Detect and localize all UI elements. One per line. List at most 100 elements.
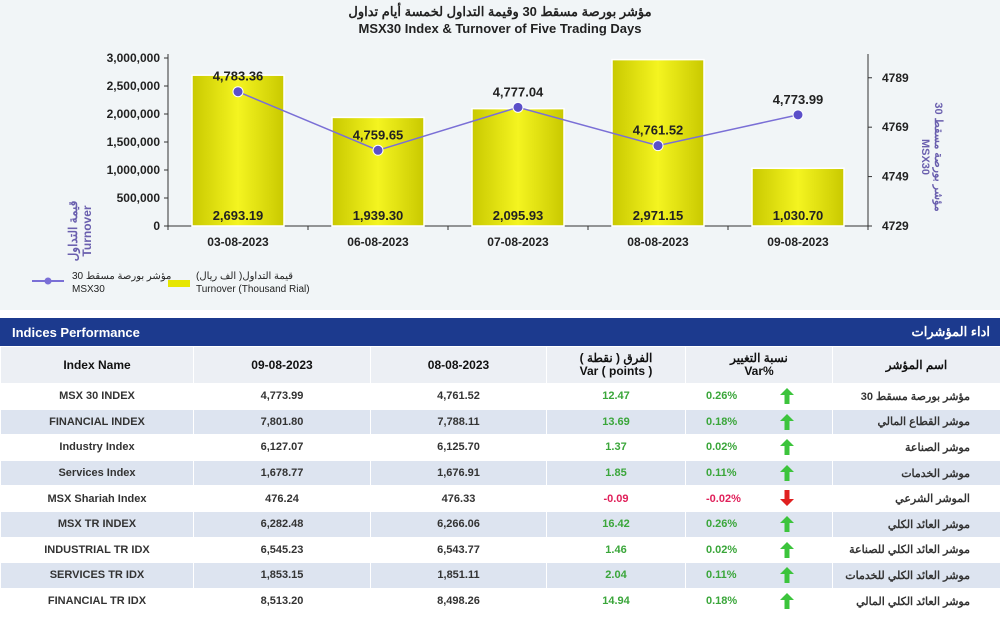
var-percent-cell: 0.02% <box>685 536 833 564</box>
var-percent-cell: -0.02% <box>685 485 833 512</box>
value-date-1: 6,545.23 <box>193 536 371 564</box>
msx30-point-label: 4,783.36 <box>213 69 264 84</box>
right-axis-label-english: MSX30 <box>919 138 931 176</box>
var-percent-cell: 0.11% <box>685 459 833 487</box>
index-name-arabic: موشر العائد الكلي للصناعة <box>832 536 1000 564</box>
x-tick-label: 07-08-2023 <box>487 235 549 249</box>
x-tick-label: 06-08-2023 <box>347 235 409 249</box>
index-name: MSX TR INDEX <box>0 510 194 538</box>
chart-title: MSX30 Index & Turnover of Five Trading D… <box>358 21 642 36</box>
indices-performance-title-arabic: اداء المؤشرات <box>911 324 990 339</box>
chart-title-arabic: مؤشر بورصة مسقط 30 وقيمة التداول لخمسة أ… <box>348 4 652 19</box>
var-percent: 0.11% <box>706 467 737 480</box>
col-var-points-arabic: الفرق ( نقطة ) <box>579 351 653 365</box>
index-name: MSX 30 INDEX <box>0 383 194 410</box>
var-points: 16.42 <box>546 510 686 538</box>
var-points: -0.09 <box>546 485 686 512</box>
var-percent: -0.02% <box>706 492 741 505</box>
var-points: 1.46 <box>546 536 686 564</box>
left-tick-label: 1,500,000 <box>107 135 161 149</box>
left-tick-label: 0 <box>153 219 160 233</box>
var-points: 2.04 <box>546 562 686 589</box>
index-name-arabic: الموشر الشرعي <box>832 485 1000 512</box>
index-name: MSX Shariah Index <box>0 485 194 512</box>
var-points: 13.69 <box>546 408 686 436</box>
var-points: 12.47 <box>546 383 686 410</box>
table-header-row: Index Name 09-08-2023 08-08-2023 الفرق (… <box>0 346 1000 384</box>
msx30-point <box>372 144 384 156</box>
value-date-1: 1,678.77 <box>193 459 371 487</box>
value-date-2: 4,761.52 <box>370 383 547 410</box>
up-arrow-icon <box>780 439 794 456</box>
up-arrow-icon <box>780 388 794 404</box>
index-name: Industry Index <box>0 434 194 461</box>
var-percent: 0.18% <box>706 415 738 428</box>
left-tick-label: 3,000,000 <box>107 51 161 65</box>
value-date-1: 8,513.20 <box>193 587 371 615</box>
turnover-bar-label: 2,095.93 <box>493 208 544 223</box>
value-date-2: 476.33 <box>370 485 547 512</box>
right-tick-label: 4789 <box>882 71 909 85</box>
var-points: 1.85 <box>546 459 686 487</box>
turnover-bar <box>331 116 425 227</box>
var-percent-cell: 0.02% <box>685 434 833 461</box>
legend-bar-icon <box>168 280 190 287</box>
down-arrow-icon <box>780 490 794 507</box>
var-percent-cell: 0.26% <box>685 383 833 410</box>
value-date-1: 7,801.80 <box>193 408 371 436</box>
table-row: MSX Shariah Index 476.24 476.33 -0.09 -0.02%… <box>0 485 1000 512</box>
col-var-percent-arabic: نسبة التغيير <box>730 351 788 365</box>
var-percent: 0.26% <box>706 390 738 403</box>
turnover-bar-label: 2,971.15 <box>633 208 684 223</box>
var-points: 1.37 <box>546 434 686 461</box>
value-date-2: 7,788.11 <box>370 408 547 436</box>
index-name: FINANCIAL INDEX <box>0 408 194 436</box>
col-var-points: الفرق ( نقطة ) Var ( points ) <box>546 346 686 384</box>
table-row: Industry Index 6,127.07 6,125.70 1.37 0.02% م… <box>0 434 1000 461</box>
legend-line-label: MSX30 <box>72 284 105 295</box>
up-arrow-icon <box>780 413 794 430</box>
msx30-point <box>792 109 804 121</box>
legend-msx30: مؤشر بورصة مسقط 30 MSX30 <box>30 270 171 296</box>
index-name: INDUSTRIAL TR IDX <box>0 536 194 564</box>
var-percent-cell: 0.18% <box>685 408 833 436</box>
table-row: INDUSTRIAL TR IDX 6,545.23 6,543.77 1.46 0.0… <box>0 536 1000 564</box>
turnover-bar-label: 1,939.30 <box>353 208 404 223</box>
col-var-percent: نسبة التغيير Var% <box>685 346 833 384</box>
index-name-arabic: موشر العائد الكلي للخدمات <box>832 562 1000 589</box>
msx30-point <box>652 140 664 152</box>
table-row: MSX 30 INDEX 4,773.99 4,761.52 12.47 0.26% مؤ… <box>0 383 1000 410</box>
right-axis-label-arabic: مؤشر بورصة مسقط 30 <box>932 102 944 212</box>
right-tick-label: 4769 <box>882 120 909 134</box>
turnover-bar-label: 2,693.19 <box>213 208 264 223</box>
var-percent-cell: 0.26% <box>685 510 833 538</box>
index-name-arabic: موشر العائد الكلي المالي <box>832 587 1000 615</box>
msx30-point-label: 4,773.99 <box>773 92 824 107</box>
value-date-2: 6,125.70 <box>370 434 547 461</box>
value-date-1: 1,853.15 <box>193 562 371 589</box>
value-date-1: 6,127.07 <box>193 434 371 461</box>
table-row: FINANCIAL TR IDX 8,513.20 8,498.26 14.94 0.1… <box>0 587 1000 615</box>
legend-bar-arabic: قيمة التداول( الف ريال) <box>196 271 294 282</box>
turnover-index-chart: 0 500,000 1,000,000 1,500,000 2,000,000 2,500… <box>107 51 909 249</box>
left-tick-label: 2,500,000 <box>107 79 161 93</box>
up-arrow-icon <box>780 592 794 609</box>
turnover-bar <box>471 107 565 227</box>
col-date-1: 09-08-2023 <box>193 346 371 384</box>
chart-area: مؤشر بورصة مسقط 30 وقيمة التداول لخمسة أ… <box>0 0 1000 310</box>
var-percent: 0.02% <box>706 543 738 556</box>
up-arrow-icon <box>780 464 794 481</box>
value-date-2: 8,498.26 <box>370 587 547 615</box>
right-tick-label: 4749 <box>882 170 909 184</box>
value-date-2: 1,851.11 <box>370 562 547 589</box>
msx30-point-label: 4,777.04 <box>493 84 544 99</box>
var-points: 14.94 <box>546 587 686 615</box>
indices-performance-header: Indices Performance اداء المؤشرات <box>0 318 1000 346</box>
table-row: MSX TR INDEX 6,282.48 6,266.06 16.42 0.26% مو… <box>0 510 1000 538</box>
x-tick-label: 08-08-2023 <box>627 235 689 249</box>
table-row: Services Index 1,678.77 1,676.91 1.85 0.11% م… <box>0 459 1000 487</box>
left-tick-label: 500,000 <box>117 191 161 205</box>
msx30-point <box>512 101 524 113</box>
col-index-name: Index Name <box>0 346 194 384</box>
turnover-bar <box>751 167 845 227</box>
